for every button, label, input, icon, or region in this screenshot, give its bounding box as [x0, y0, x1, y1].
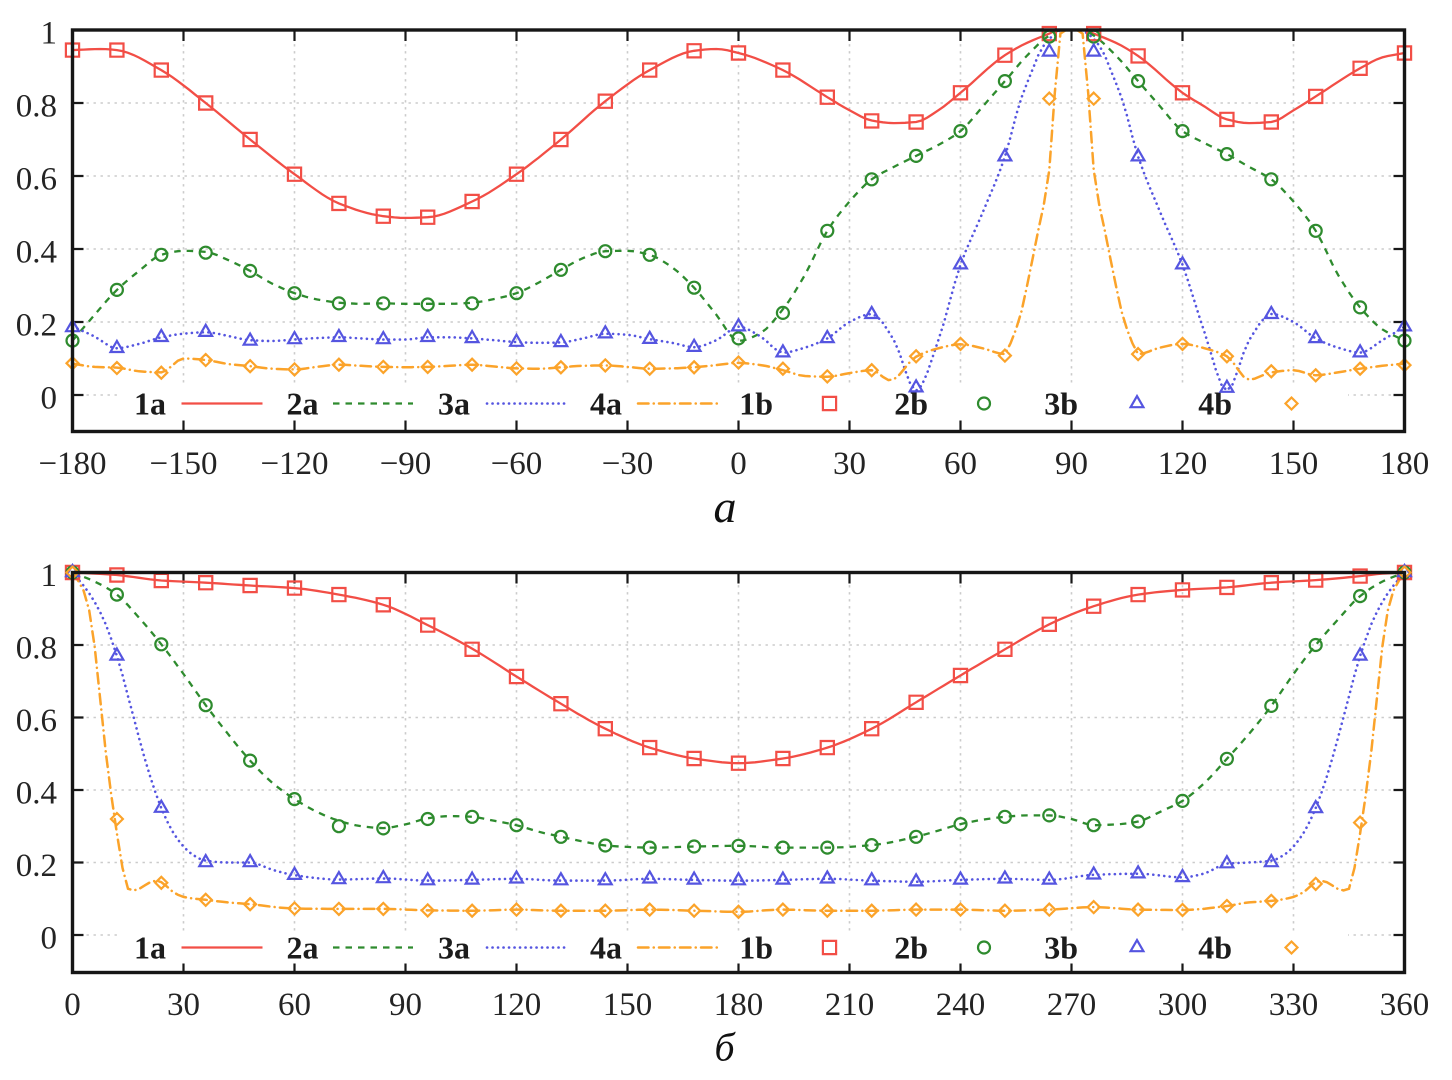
- svg-text:4a: 4a: [590, 386, 622, 422]
- svg-text:1a: 1a: [134, 386, 166, 422]
- svg-text:1: 1: [41, 16, 58, 52]
- svg-text:1b: 1b: [739, 386, 773, 422]
- svg-text:60: 60: [278, 987, 311, 1023]
- svg-text:−180: −180: [38, 446, 106, 482]
- svg-text:180: 180: [714, 987, 764, 1023]
- svg-text:−60: −60: [491, 446, 543, 482]
- svg-text:150: 150: [1269, 446, 1319, 482]
- svg-text:30: 30: [167, 987, 200, 1023]
- svg-text:0.6: 0.6: [16, 162, 57, 198]
- svg-text:3a: 3a: [438, 386, 470, 422]
- svg-text:330: 330: [1269, 987, 1319, 1023]
- svg-text:1: 1: [41, 558, 58, 594]
- svg-text:−150: −150: [149, 446, 217, 482]
- svg-text:0: 0: [41, 381, 58, 417]
- svg-text:0.6: 0.6: [16, 703, 57, 739]
- svg-text:б: б: [714, 1025, 736, 1070]
- svg-text:2b: 2b: [894, 930, 928, 966]
- svg-text:0.4: 0.4: [16, 235, 57, 271]
- svg-text:270: 270: [1047, 987, 1097, 1023]
- svg-text:4b: 4b: [1198, 930, 1232, 966]
- svg-text:0: 0: [730, 446, 747, 482]
- svg-text:a: a: [714, 481, 737, 532]
- svg-text:30: 30: [833, 446, 866, 482]
- svg-text:2a: 2a: [287, 386, 319, 422]
- svg-text:0.8: 0.8: [16, 631, 57, 667]
- svg-text:3b: 3b: [1044, 386, 1078, 422]
- svg-text:1b: 1b: [739, 930, 773, 966]
- svg-text:2a: 2a: [287, 930, 319, 966]
- svg-text:360: 360: [1380, 987, 1430, 1023]
- svg-text:90: 90: [389, 987, 422, 1023]
- svg-text:0: 0: [64, 987, 81, 1023]
- svg-text:0.2: 0.2: [16, 308, 57, 344]
- svg-text:3a: 3a: [438, 930, 470, 966]
- svg-text:0.4: 0.4: [16, 776, 57, 812]
- svg-text:−120: −120: [260, 446, 328, 482]
- svg-text:180: 180: [1380, 446, 1430, 482]
- svg-text:90: 90: [1055, 446, 1088, 482]
- svg-text:−90: −90: [380, 446, 432, 482]
- svg-text:300: 300: [1158, 987, 1208, 1023]
- svg-text:0.8: 0.8: [16, 89, 57, 125]
- svg-text:240: 240: [936, 987, 986, 1023]
- svg-text:150: 150: [603, 987, 653, 1023]
- svg-text:1a: 1a: [134, 930, 166, 966]
- svg-text:−30: −30: [602, 446, 654, 482]
- svg-text:120: 120: [492, 987, 542, 1023]
- svg-text:3b: 3b: [1044, 930, 1078, 966]
- svg-text:4a: 4a: [590, 930, 622, 966]
- svg-text:60: 60: [944, 446, 977, 482]
- svg-text:0: 0: [41, 921, 58, 957]
- svg-text:120: 120: [1158, 446, 1208, 482]
- svg-text:0.2: 0.2: [16, 848, 57, 884]
- svg-text:210: 210: [825, 987, 875, 1023]
